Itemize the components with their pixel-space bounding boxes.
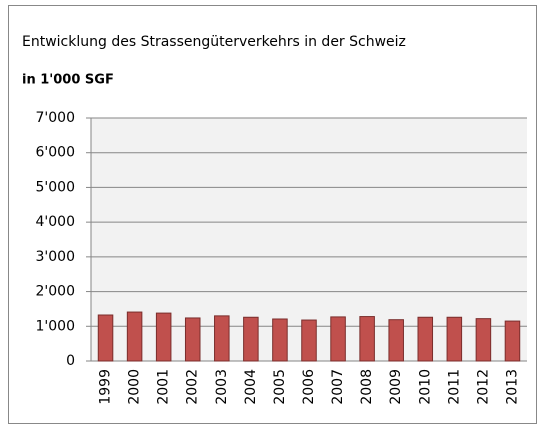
bar	[301, 319, 317, 362]
bar	[97, 314, 114, 362]
x-tick-label: 2003	[214, 369, 230, 405]
x-tick-label: 2010	[417, 369, 433, 405]
y-tick-label: 5'000	[36, 179, 75, 195]
bar	[330, 316, 346, 362]
bar	[155, 312, 172, 362]
bar	[504, 320, 521, 362]
x-tick-label: 2002	[185, 369, 201, 405]
x-tick-label: 2004	[243, 369, 259, 405]
y-tick-label: 2'000	[36, 284, 75, 300]
x-tick-label: 2005	[272, 369, 288, 405]
bar	[243, 316, 259, 362]
x-tick-label: 2007	[330, 369, 346, 405]
x-tick-label: 2013	[504, 369, 520, 405]
y-tick-label: 7'000	[36, 110, 75, 126]
bar	[417, 316, 434, 362]
bar	[359, 316, 375, 362]
chart-title: Entwicklung des Strassengüterverkehrs in…	[22, 34, 406, 50]
x-tick-label: 2006	[301, 369, 317, 405]
y-tick-label: 0	[66, 353, 75, 369]
x-tick-label: 2000	[127, 369, 143, 405]
bar	[126, 311, 143, 362]
y-tick-label: 1'000	[36, 318, 75, 334]
x-tick-label: 2011	[446, 369, 462, 405]
bar	[446, 316, 463, 362]
y-tick-label: 6'000	[36, 145, 75, 161]
bar	[388, 319, 404, 362]
x-tick-label: 2012	[475, 369, 491, 405]
x-tick-label: 2009	[388, 369, 404, 405]
bar	[272, 318, 288, 362]
bar	[184, 317, 201, 362]
chart-subtitle: in 1'000 SGF	[22, 73, 114, 88]
x-tick-label: 1999	[98, 369, 114, 405]
bar	[214, 315, 230, 362]
bar	[475, 318, 492, 362]
y-tick-label: 4'000	[36, 214, 75, 230]
x-tick-label: 2008	[359, 369, 375, 405]
y-tick-label: 3'000	[36, 249, 75, 265]
x-tick-label: 2001	[156, 369, 172, 405]
